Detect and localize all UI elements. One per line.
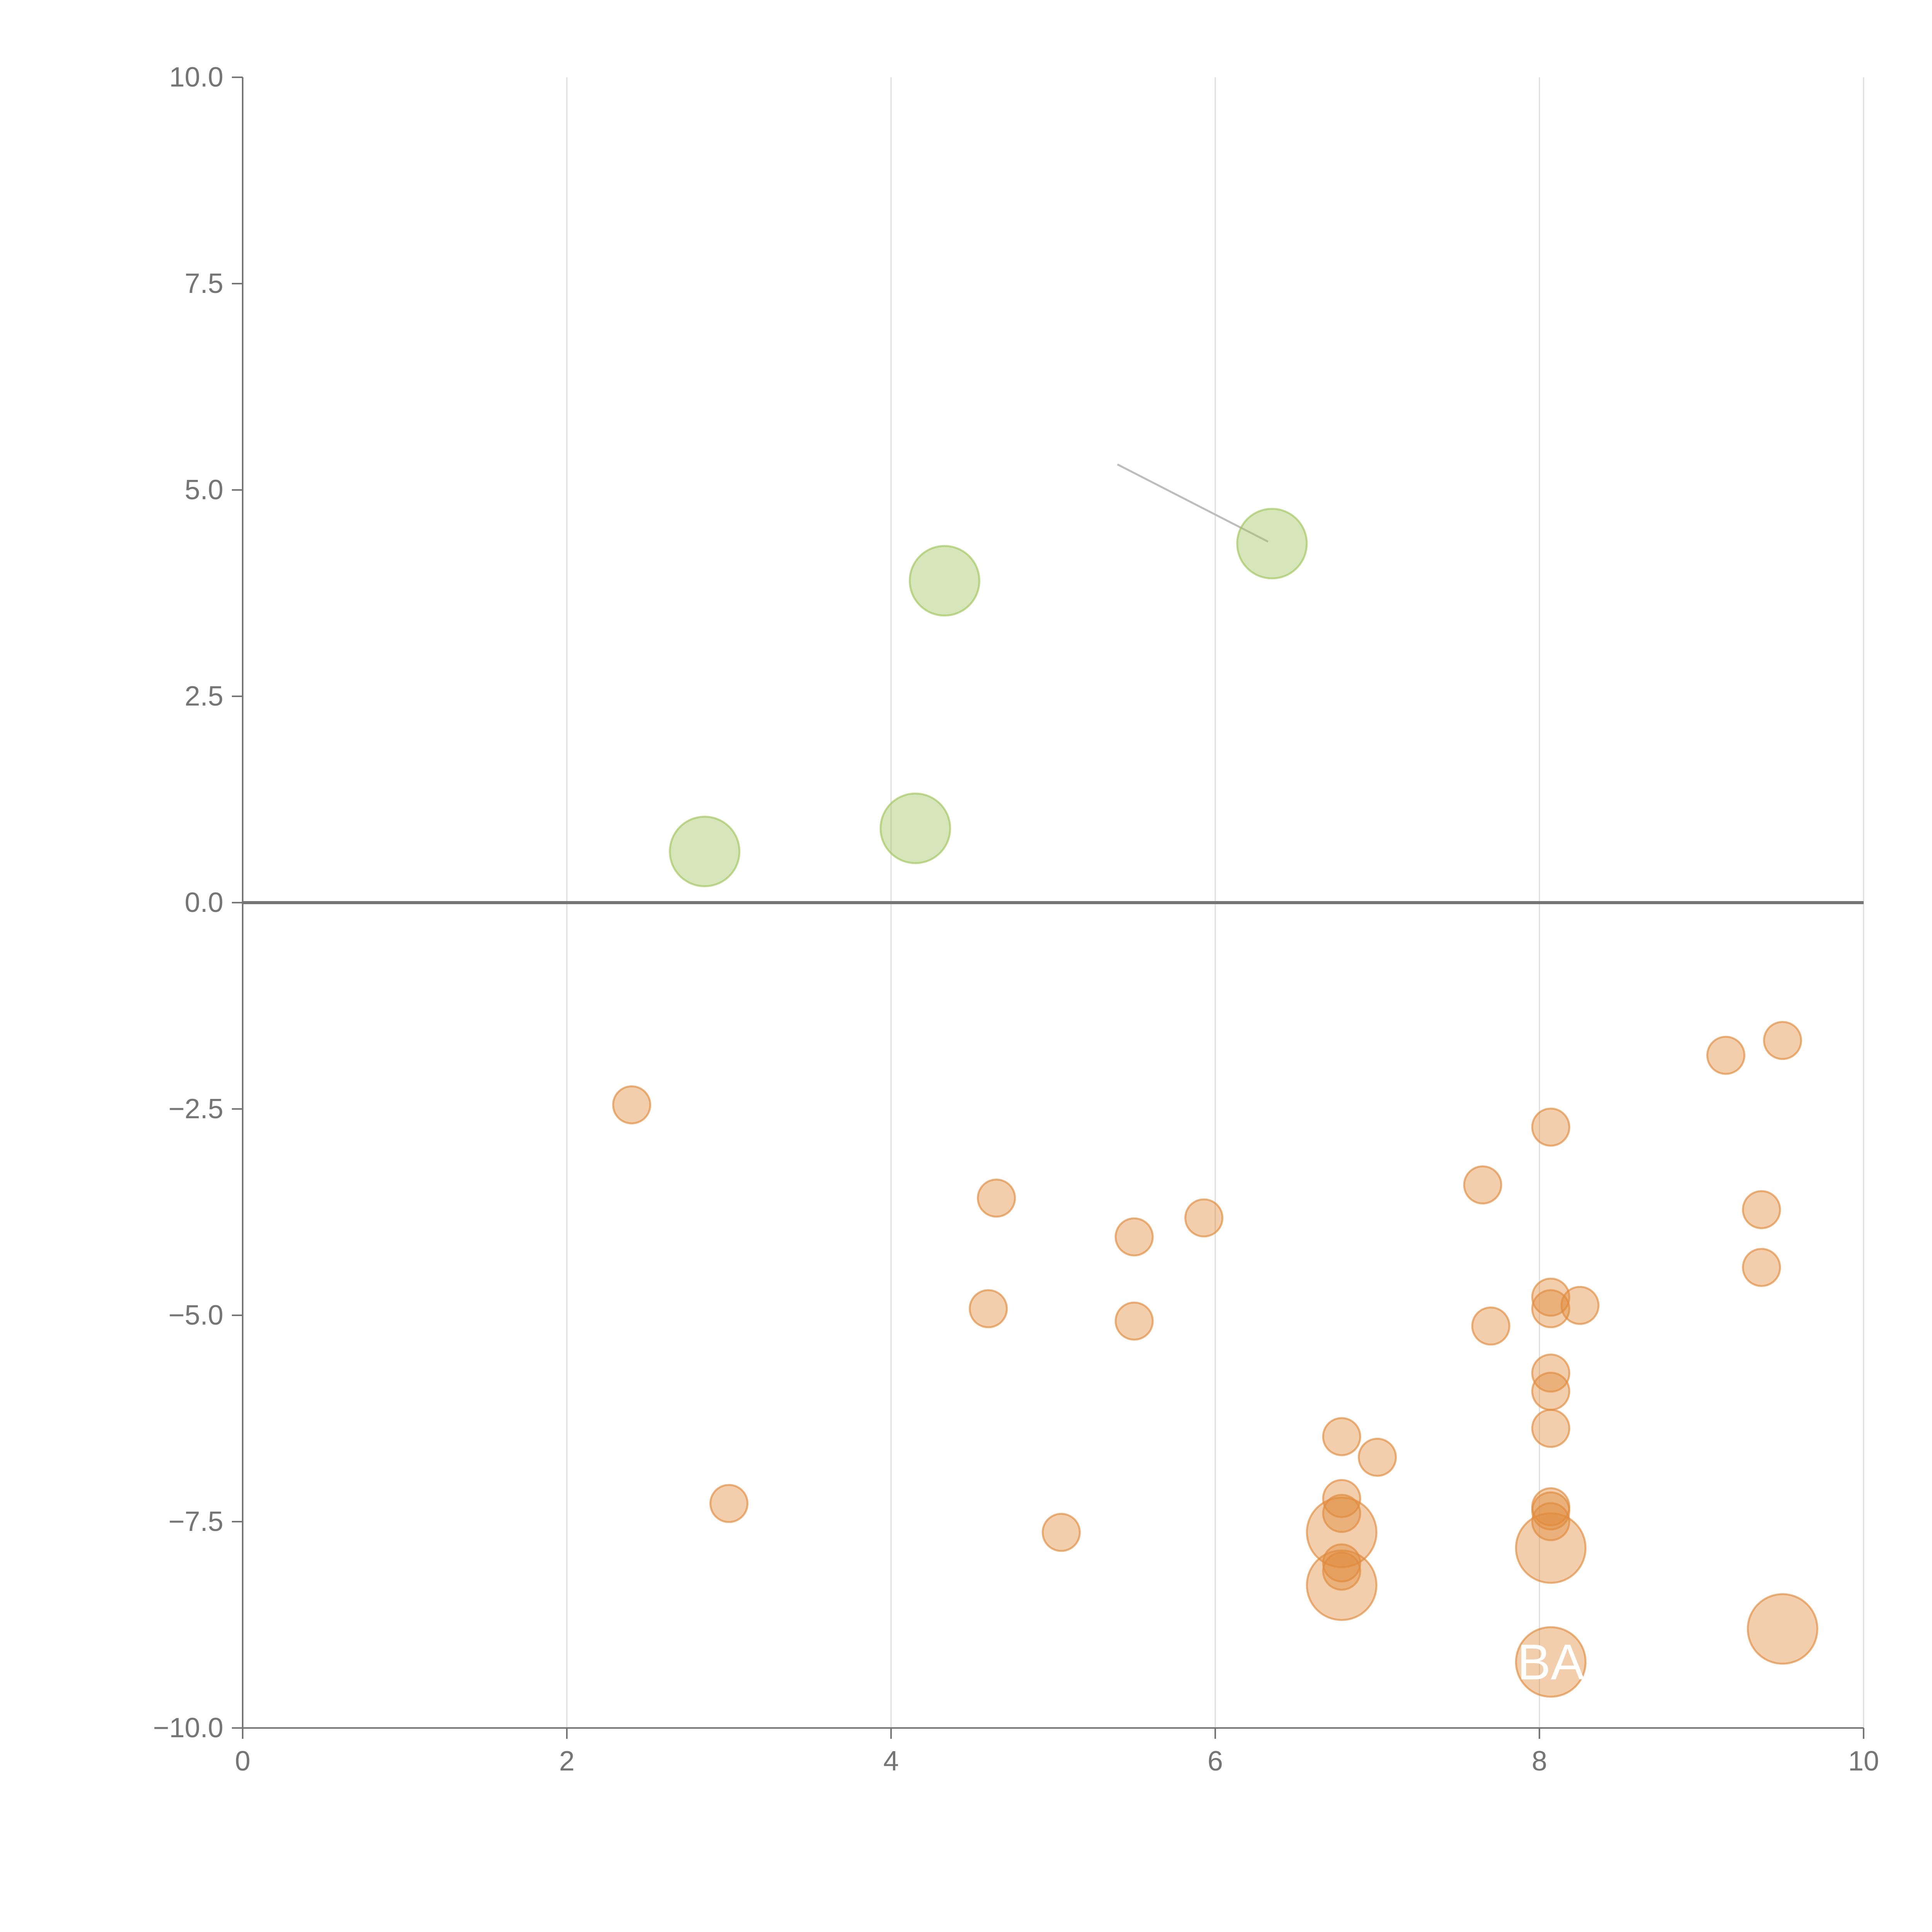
data-point-negative[interactable] — [1471, 1306, 1510, 1346]
data-label: BA — [1517, 1634, 1585, 1690]
data-point-negative[interactable] — [1560, 1286, 1600, 1325]
leader-line — [1546, 1535, 1583, 1547]
axes: 10.0 7.5 5.0 2.5 0.0 −2.5 −5.0 −7.5 −10.0 0 2 4 6 8 10 — [153, 62, 1879, 1777]
data-point-negative[interactable] — [1463, 1165, 1502, 1205]
data-point-negative[interactable] — [1306, 1549, 1378, 1621]
y-tick-label: −2.5 — [168, 1094, 223, 1124]
data-point-negative[interactable] — [1747, 1593, 1818, 1665]
data-point-negative[interactable] — [1184, 1198, 1224, 1238]
y-tick-label: 5.0 — [185, 474, 223, 505]
data-point-negative[interactable] — [1531, 1491, 1570, 1531]
data-labels: BA — [1517, 1634, 1585, 1690]
data-point-negative[interactable] — [1706, 1036, 1745, 1075]
data-point-negative[interactable] — [1322, 1551, 1361, 1591]
y-tick-label: 0.0 — [185, 887, 223, 918]
data-point-negative[interactable] — [1763, 1021, 1802, 1060]
x-tick-label: 6 — [1208, 1746, 1223, 1777]
y-tick-label: −5.0 — [168, 1300, 223, 1331]
x-tick-label: 2 — [559, 1746, 575, 1777]
x-tick-label: 0 — [235, 1746, 250, 1777]
data-point-negative[interactable] — [1742, 1190, 1781, 1230]
data-point-negative[interactable] — [1531, 1289, 1570, 1328]
y-tick-label: −10.0 — [153, 1713, 223, 1743]
data-point-positive[interactable] — [1236, 508, 1308, 580]
data-point-negative[interactable] — [1515, 1512, 1587, 1584]
data-point-positive[interactable] — [879, 793, 951, 864]
leader-line — [1117, 463, 1269, 543]
y-tick-label: 2.5 — [185, 681, 223, 712]
data-point-negative[interactable] — [1531, 1107, 1570, 1147]
data-point-positive[interactable] — [908, 545, 980, 617]
data-point-negative[interactable] — [969, 1289, 1008, 1328]
data-point-negative[interactable] — [1515, 1626, 1587, 1698]
data-point-negative[interactable] — [1306, 1497, 1378, 1568]
data-point-negative[interactable] — [1114, 1217, 1154, 1257]
data-point-negative[interactable] — [1322, 1494, 1361, 1533]
x-tick-label: 4 — [883, 1746, 899, 1777]
data-point-negative[interactable] — [1041, 1513, 1081, 1552]
data-point-negative[interactable] — [1114, 1301, 1154, 1341]
data-point-negative[interactable] — [1531, 1372, 1570, 1411]
data-point-negative[interactable] — [612, 1085, 651, 1124]
leader-lines — [911, 463, 1815, 1628]
data-point-negative[interactable] — [1358, 1437, 1397, 1477]
data-point-positive[interactable] — [669, 816, 741, 888]
leader-line — [1778, 1605, 1815, 1628]
y-tick-label: 10.0 — [169, 62, 223, 93]
data-point-negative[interactable] — [709, 1484, 748, 1523]
data-point-negative[interactable] — [1742, 1248, 1781, 1287]
data-points — [612, 508, 1818, 1698]
data-point-negative[interactable] — [1531, 1409, 1570, 1448]
leader-line — [911, 811, 951, 828]
x-tick-label: 10 — [1848, 1746, 1879, 1777]
data-point-negative[interactable] — [1322, 1543, 1361, 1583]
data-point-negative[interactable] — [1531, 1277, 1570, 1317]
y-tick-label: 7.5 — [185, 268, 223, 299]
y-tick-label: −7.5 — [168, 1506, 223, 1537]
data-point-negative[interactable] — [1531, 1502, 1570, 1541]
data-point-negative[interactable] — [977, 1179, 1016, 1218]
data-point-negative[interactable] — [1322, 1417, 1361, 1456]
x-tick-label: 8 — [1532, 1746, 1547, 1777]
